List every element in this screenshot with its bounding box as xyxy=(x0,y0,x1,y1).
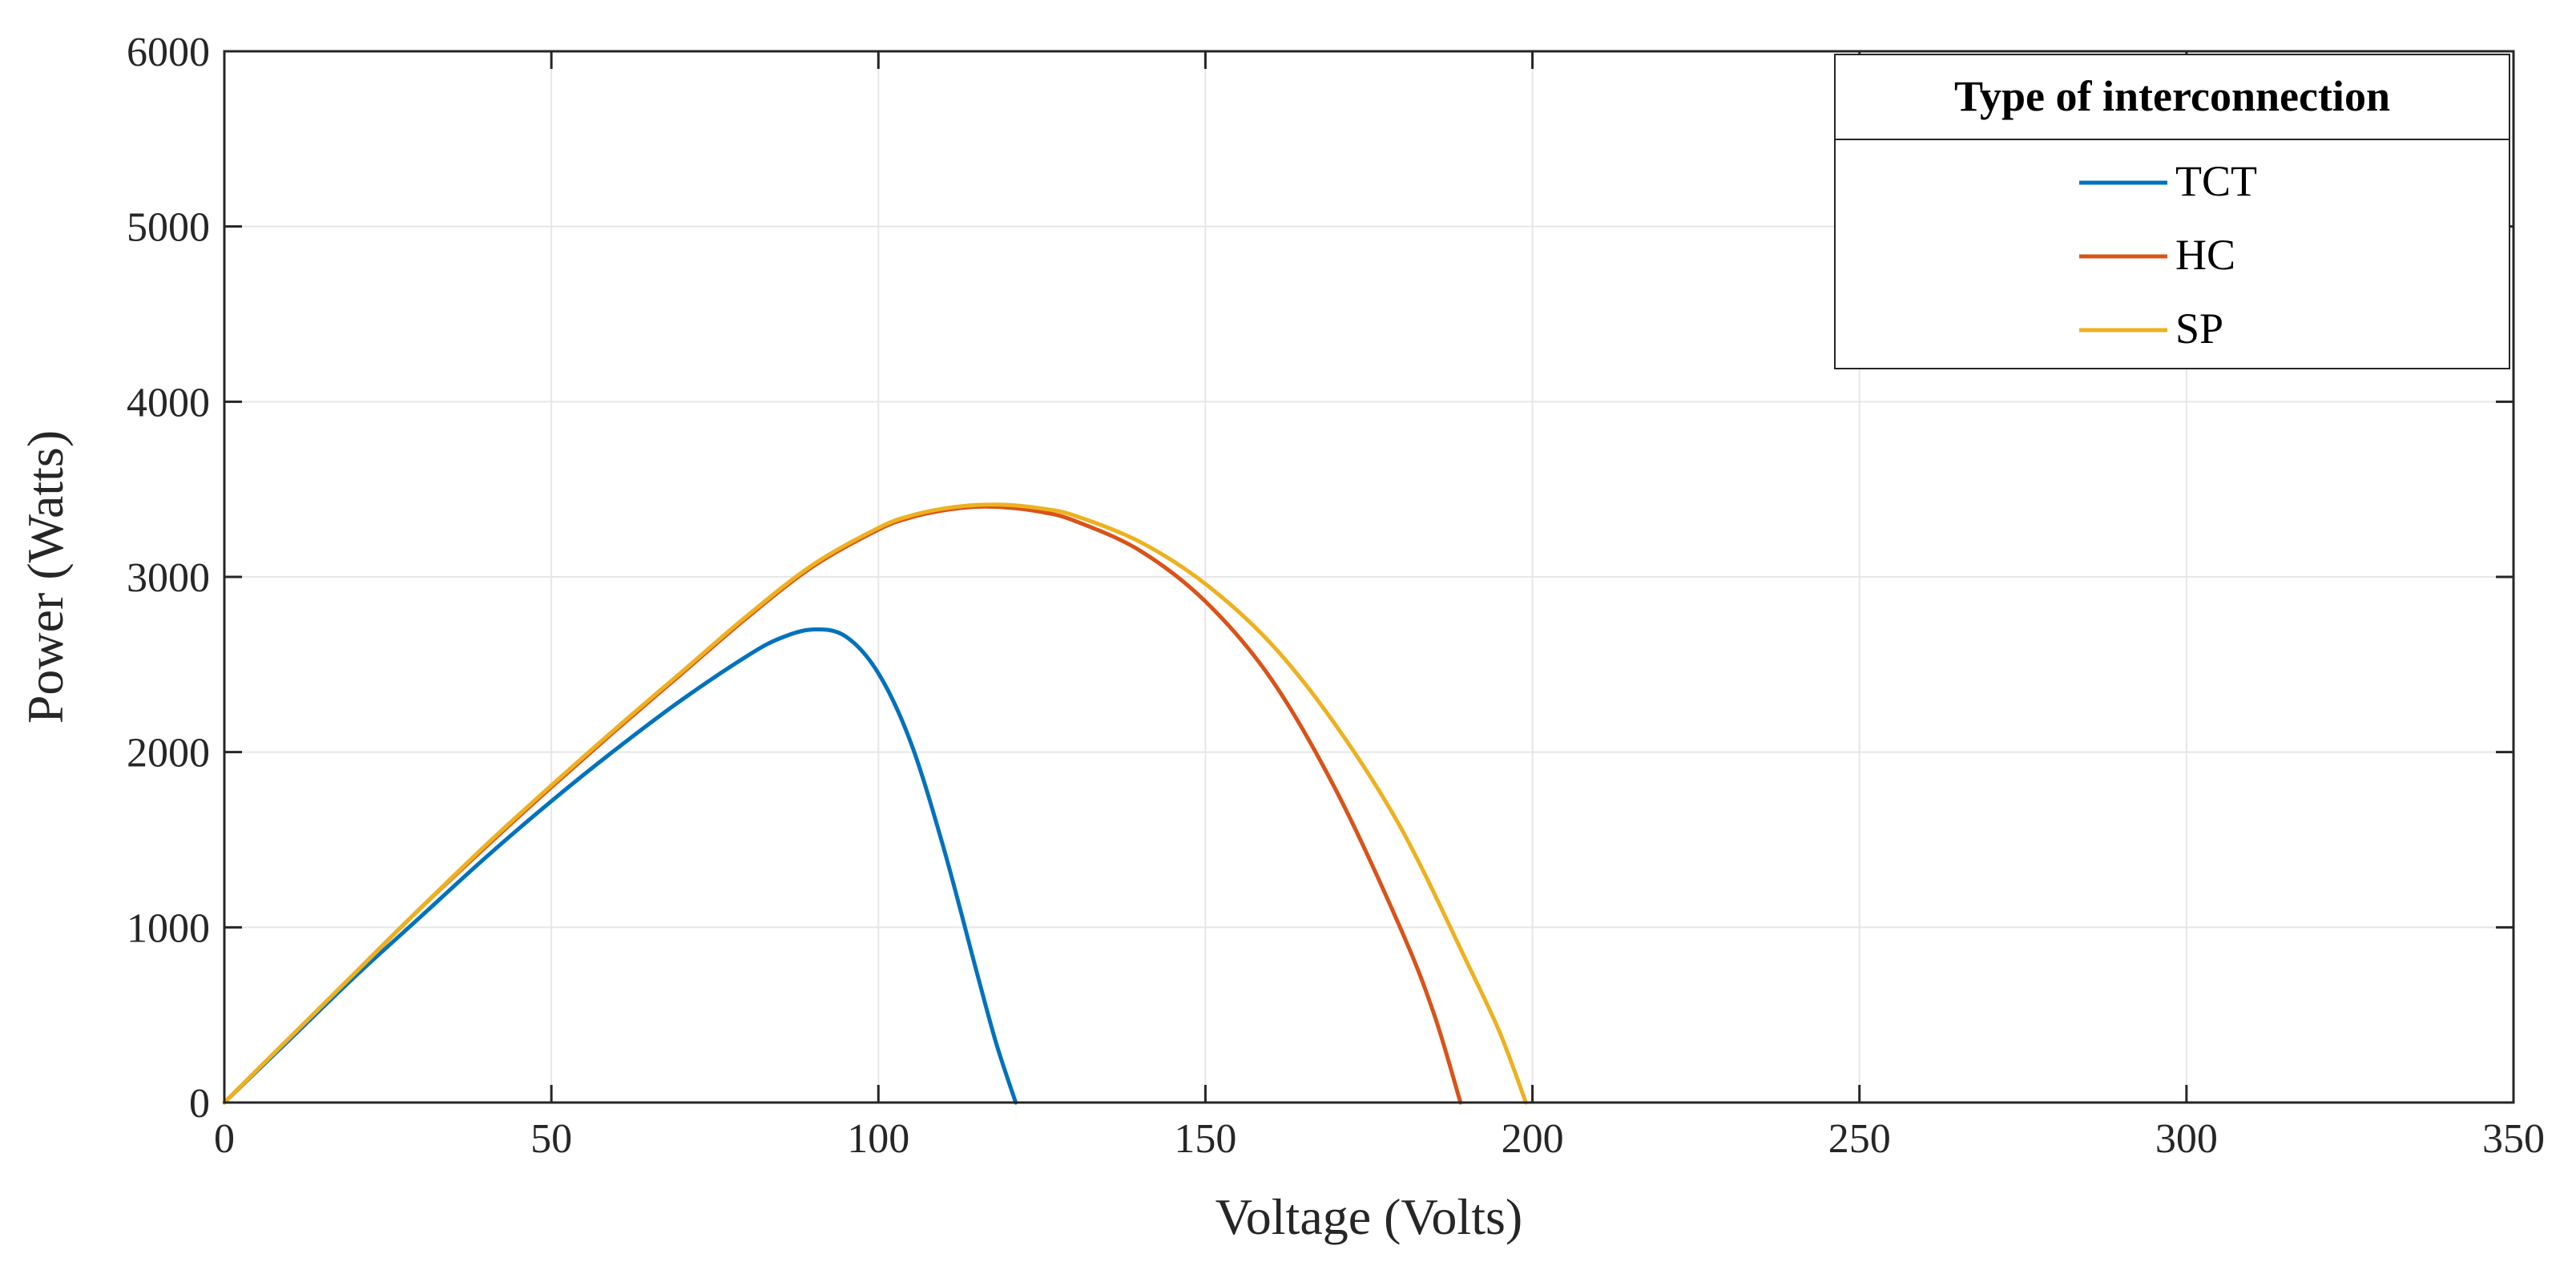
series-line-sp xyxy=(222,502,1528,1105)
legend: Type of interconnection TCT HC SP xyxy=(1834,54,2510,369)
x-tick-label: 150 xyxy=(1174,1116,1236,1162)
legend-title: Type of interconnection xyxy=(1954,72,2390,120)
series-line-hc xyxy=(222,504,1463,1105)
x-tick-label: 100 xyxy=(847,1116,909,1162)
x-tick-label: 350 xyxy=(2482,1116,2545,1162)
series-line-tct xyxy=(222,627,1018,1105)
x-tick-label: 0 xyxy=(214,1116,235,1162)
y-tick-label: 5000 xyxy=(127,205,210,251)
x-tick-labels: 0 50 100 150 200 250 300 350 xyxy=(214,1116,2545,1162)
legend-box xyxy=(1834,54,2510,369)
y-tick-label: 6000 xyxy=(127,30,210,75)
x-tick-label: 300 xyxy=(2155,1116,2218,1162)
y-tick-label: 1000 xyxy=(127,905,210,951)
y-tick-labels: 0 1000 2000 3000 4000 5000 6000 xyxy=(127,30,210,1127)
legend-label-hc: HC xyxy=(2175,231,2235,279)
legend-entries: TCT HC SP xyxy=(2079,157,2257,353)
x-axis-label: Voltage (Volts) xyxy=(1215,1188,1522,1245)
legend-label-tct: TCT xyxy=(2175,157,2257,205)
x-tick-label: 200 xyxy=(1502,1116,1564,1162)
series-lines xyxy=(222,502,1528,1105)
x-tick-label: 50 xyxy=(530,1116,572,1162)
axis-ticks xyxy=(223,50,2515,1104)
y-tick-label: 3000 xyxy=(127,555,210,601)
y-tick-label: 0 xyxy=(189,1081,210,1127)
x-tick-label: 250 xyxy=(1828,1116,1891,1162)
y-axis-label: Power (Watts) xyxy=(17,430,74,724)
y-tick-label: 2000 xyxy=(127,731,210,776)
y-tick-label: 4000 xyxy=(127,380,210,425)
legend-label-sp: SP xyxy=(2175,304,2223,353)
